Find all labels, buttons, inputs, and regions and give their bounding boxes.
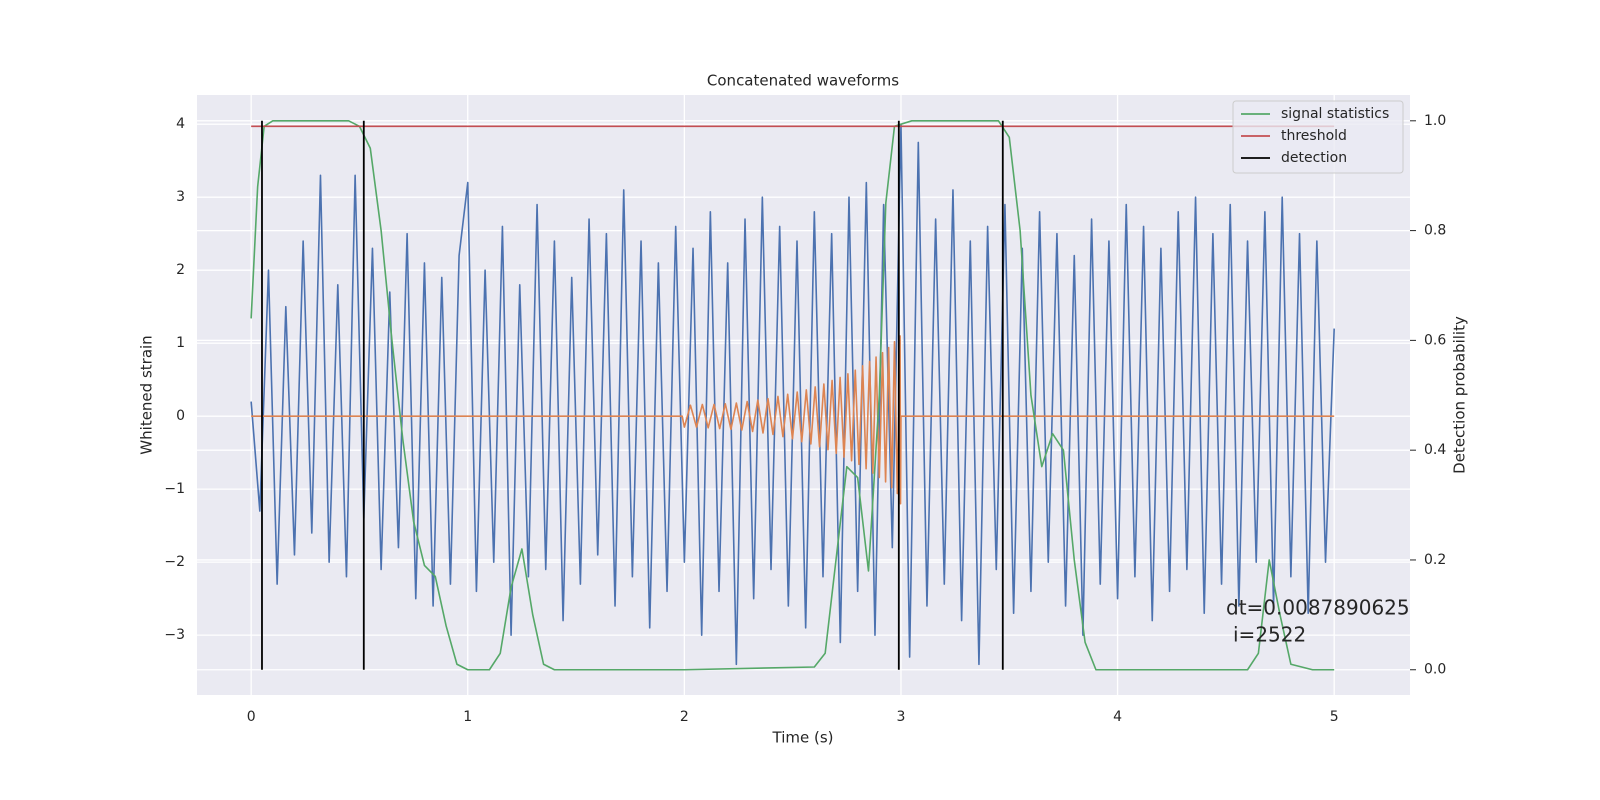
y-tick-label: 0 xyxy=(176,408,185,424)
y-tick-label: −2 xyxy=(164,554,185,570)
x-tick-label: 1 xyxy=(463,709,472,725)
marks xyxy=(250,120,1335,671)
labels: 0 1 2 3 4 5 −3 −2 −1 0 1 2 3 4 0.0 0.2 0.4 0.6 0.8 1.0 xyxy=(164,113,1446,725)
x-axis-label: Time (s) xyxy=(772,729,834,747)
plot-area xyxy=(197,95,1410,695)
y-axis-label: Whitened strain xyxy=(138,335,156,454)
series-line xyxy=(250,120,1335,671)
y-tick-label: −1 xyxy=(164,481,185,497)
legend-label: signal statistics xyxy=(1281,106,1389,122)
y2-tick-label: 0.8 xyxy=(1424,223,1446,239)
series-line xyxy=(250,123,1335,666)
y-tick-label: −3 xyxy=(164,627,185,643)
y-tick-label: 4 xyxy=(176,116,185,132)
y2-tick-label: 0.4 xyxy=(1424,442,1446,458)
x-tick-label: 5 xyxy=(1330,709,1339,725)
x-tick-label: 0 xyxy=(247,709,256,725)
x-tick-label: 3 xyxy=(897,709,906,725)
y2-axis-label: Detection probability xyxy=(1451,316,1469,474)
legend-label: detection xyxy=(1281,150,1347,166)
y2-tick-label: 0.6 xyxy=(1424,332,1446,348)
y2-tick-label: 0.0 xyxy=(1424,662,1446,678)
y-tick-label: 3 xyxy=(176,189,185,205)
x-tick-label: 2 xyxy=(680,709,689,725)
legend-label: threshold xyxy=(1281,128,1347,144)
y-tick-label: 2 xyxy=(176,262,185,278)
annotation: dt=0.0087890625 xyxy=(1226,596,1410,620)
annotation: i=2522 xyxy=(1233,623,1306,647)
x-tick-label: 4 xyxy=(1113,709,1122,725)
y2-tick-label: 1.0 xyxy=(1424,113,1446,129)
series-line xyxy=(251,335,1335,505)
legend-box xyxy=(1232,100,1404,174)
y-tick-label: 1 xyxy=(176,335,185,351)
chart-title: Concatenated waveforms xyxy=(707,72,899,90)
y2-tick-label: 0.2 xyxy=(1424,552,1446,568)
